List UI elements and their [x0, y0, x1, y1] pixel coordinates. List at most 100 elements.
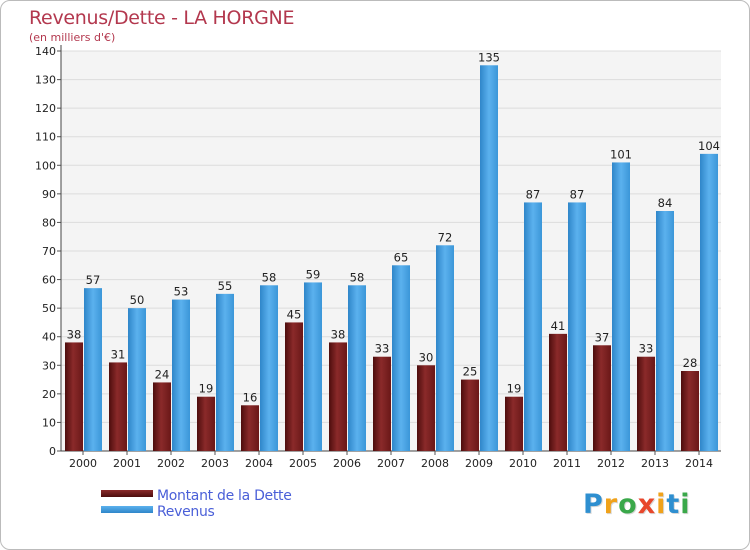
value-label-dette: 41 — [551, 319, 566, 333]
bar-dette — [285, 322, 303, 451]
x-tick-label: 2010 — [509, 457, 537, 470]
bar-revenus — [216, 293, 234, 451]
bar-dette — [197, 396, 215, 451]
bar-revenus — [700, 153, 718, 451]
proxiti-logo: Proxiti — [583, 489, 691, 520]
bar-dette — [461, 379, 479, 451]
bar-revenus — [260, 285, 278, 451]
y-tick-label: 80 — [42, 216, 56, 229]
bar-revenus — [348, 285, 366, 451]
logo-letter: i — [656, 489, 667, 520]
y-tick-label: 70 — [42, 245, 56, 258]
bar-revenus — [392, 265, 410, 451]
y-tick-label: 60 — [42, 274, 56, 287]
value-label-dette: 25 — [463, 365, 478, 379]
bar-dette — [153, 382, 171, 451]
y-tick-label: 140 — [35, 45, 56, 58]
bar-revenus — [128, 308, 146, 451]
value-label-revenus: 87 — [526, 187, 541, 201]
y-tick-label: 0 — [49, 445, 56, 458]
bar-revenus — [172, 299, 190, 451]
value-label-dette: 24 — [155, 367, 170, 381]
y-tick-label: 110 — [35, 131, 56, 144]
bar-revenus — [524, 202, 542, 451]
bar-dette — [417, 365, 435, 451]
y-tick-label: 30 — [42, 359, 56, 372]
bar-dette — [241, 405, 259, 451]
x-tick-label: 2011 — [553, 457, 581, 470]
y-tick-label: 130 — [35, 74, 56, 87]
x-tick-label: 2001 — [113, 457, 141, 470]
x-tick-label: 2003 — [201, 457, 229, 470]
chart-subtitle: (en milliers d'€) — [29, 31, 116, 44]
logo-letter: i — [680, 489, 691, 520]
value-label-dette: 38 — [67, 327, 82, 341]
x-tick-label: 2008 — [421, 457, 449, 470]
bar-dette — [637, 356, 655, 451]
value-label-revenus: 84 — [658, 196, 673, 210]
x-tick-label: 2009 — [465, 457, 493, 470]
value-label-dette: 33 — [375, 342, 390, 356]
logo-letter: r — [603, 489, 619, 520]
bar-revenus — [304, 282, 322, 451]
bar-dette — [681, 371, 699, 451]
value-label-dette: 28 — [683, 356, 698, 370]
legend-label-dette: Montant de la Dette — [157, 488, 292, 504]
x-tick-label: 2004 — [245, 457, 273, 470]
logo-letter: o — [618, 489, 638, 520]
value-label-revenus: 53 — [174, 285, 189, 299]
y-tick-label: 20 — [42, 388, 56, 401]
y-tick-label: 10 — [42, 416, 56, 429]
value-label-revenus: 101 — [610, 147, 632, 161]
bar-dette — [373, 356, 391, 451]
value-label-revenus: 72 — [438, 230, 453, 244]
bar-dette — [329, 342, 347, 451]
logo-letter: P — [583, 489, 604, 520]
bar-revenus — [480, 65, 498, 452]
value-label-revenus: 135 — [478, 50, 500, 64]
y-tick-label: 50 — [42, 302, 56, 315]
bar-dette — [505, 396, 523, 451]
y-tick-label: 40 — [42, 331, 56, 344]
x-tick-label: 2013 — [641, 457, 669, 470]
x-tick-label: 2014 — [685, 457, 713, 470]
value-label-dette: 19 — [199, 382, 214, 396]
value-label-dette: 33 — [639, 342, 654, 356]
bar-dette — [593, 345, 611, 451]
bar-revenus — [612, 162, 630, 451]
value-label-revenus: 87 — [570, 187, 585, 201]
y-tick-label: 90 — [42, 188, 56, 201]
x-tick-label: 2000 — [69, 457, 97, 470]
bar-revenus — [656, 211, 674, 451]
bar-revenus — [568, 202, 586, 451]
value-label-dette: 38 — [331, 327, 346, 341]
value-label-dette: 16 — [243, 390, 258, 404]
bar-revenus — [436, 245, 454, 451]
value-label-dette: 31 — [111, 347, 126, 361]
logo-letter: t — [666, 489, 681, 520]
value-label-dette: 37 — [595, 330, 610, 344]
x-tick-label: 2002 — [157, 457, 185, 470]
bar-dette — [109, 362, 127, 451]
value-label-revenus: 58 — [262, 270, 277, 284]
x-tick-label: 2012 — [597, 457, 625, 470]
value-label-dette: 30 — [419, 350, 434, 364]
value-label-revenus: 55 — [218, 279, 233, 293]
chart-title: Revenus/Dette - LA HORGNE — [29, 7, 295, 29]
legend-swatch-revenus — [101, 506, 153, 513]
value-label-dette: 45 — [287, 307, 302, 321]
value-label-dette: 19 — [507, 382, 522, 396]
bar-dette — [65, 342, 83, 451]
y-tick-label: 100 — [35, 159, 56, 172]
value-label-revenus: 104 — [698, 139, 720, 153]
y-tick-label: 120 — [35, 102, 56, 115]
legend-swatch-dette — [101, 490, 153, 497]
x-tick-label: 2005 — [289, 457, 317, 470]
legend-label-revenus: Revenus — [157, 504, 215, 520]
value-label-revenus: 57 — [86, 273, 101, 287]
value-label-revenus: 65 — [394, 250, 409, 264]
logo-letter: x — [637, 489, 657, 520]
bar-dette — [549, 333, 567, 451]
